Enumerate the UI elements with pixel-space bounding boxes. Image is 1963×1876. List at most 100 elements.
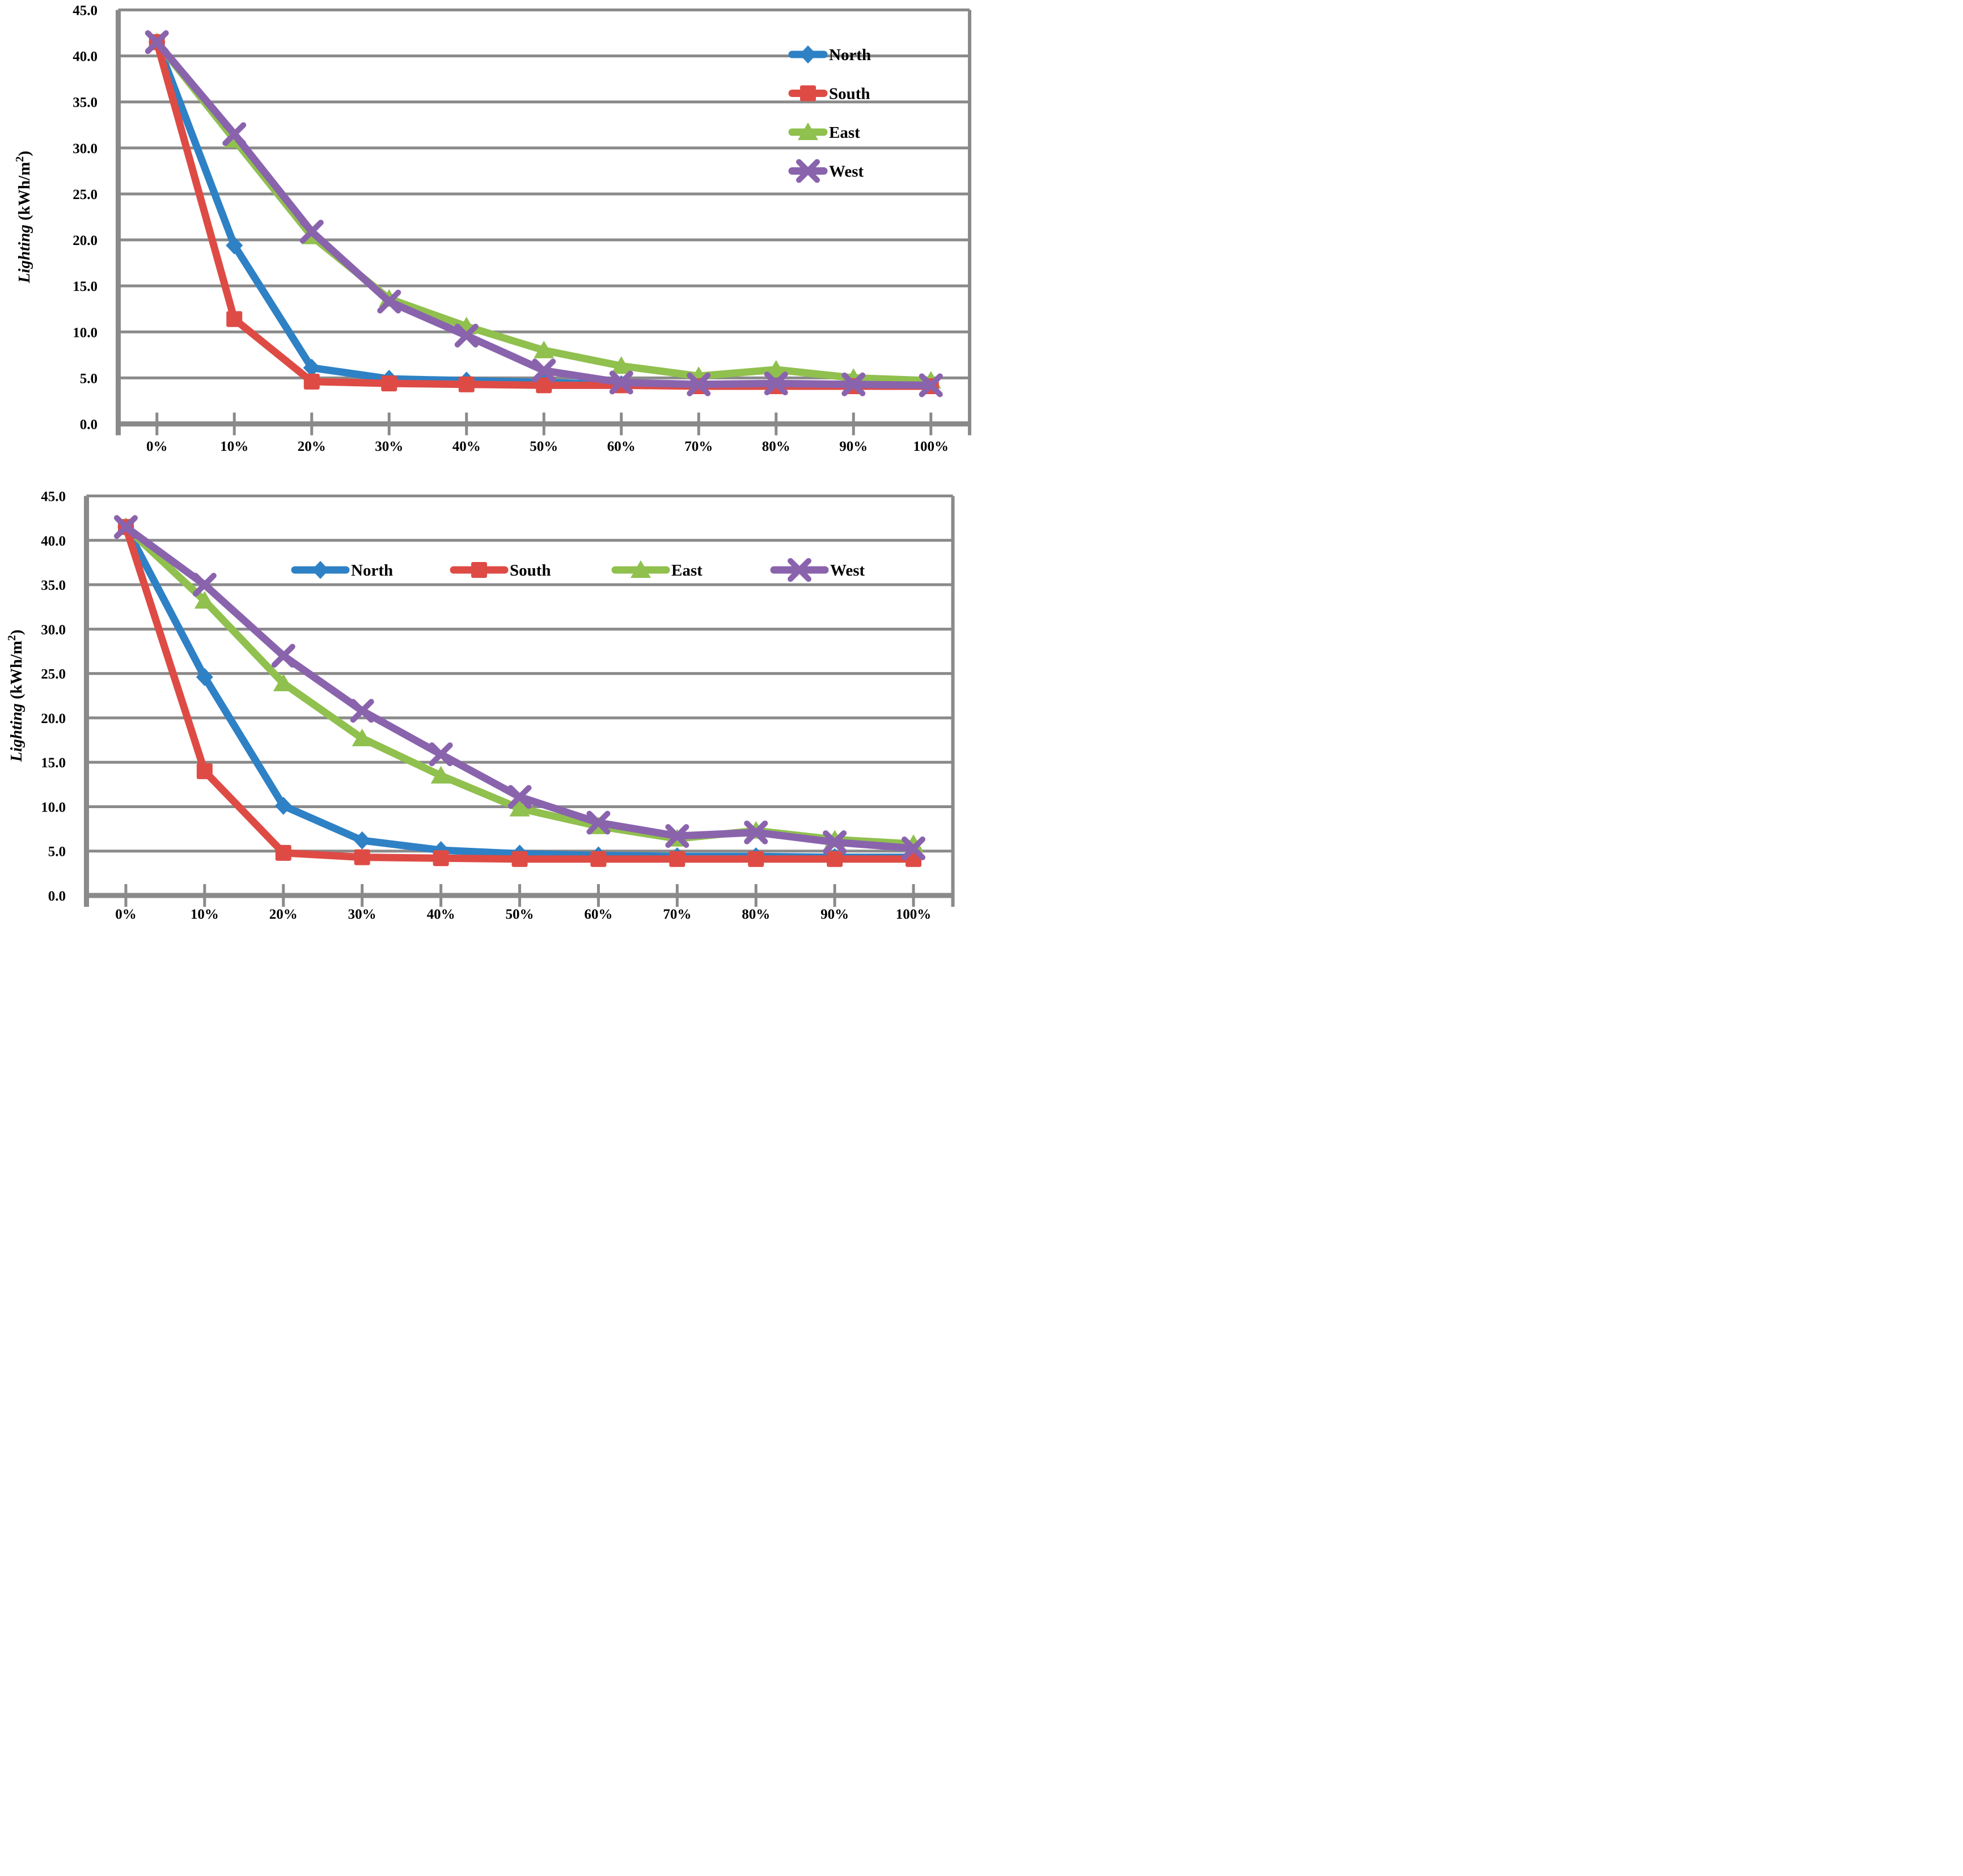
x-marker (788, 558, 811, 582)
triangle-marker (798, 122, 818, 140)
x-marker (532, 358, 556, 383)
y-tick-label: 45.0 (41, 489, 66, 505)
x-marker (507, 785, 532, 809)
legend-label-south: South (829, 85, 870, 103)
y-tick-label: 25.0 (73, 187, 98, 202)
x-marker (665, 824, 689, 848)
triangle-marker (430, 766, 451, 784)
x-ticks (124, 884, 915, 907)
y-tick-label: 45.0 (73, 3, 98, 19)
x-marker (919, 373, 943, 398)
x-tick-label: 70% (663, 907, 691, 922)
diamond-marker (799, 45, 816, 64)
x-marker (271, 644, 295, 668)
y-tick-label: 30.0 (41, 622, 66, 637)
triangle-marker (352, 728, 373, 746)
square-marker (511, 851, 528, 867)
x-tick-label: 0% (146, 439, 168, 454)
x-tick-label: 20% (298, 439, 326, 454)
legend-item-south: South (788, 85, 870, 103)
legend-item-west: West (788, 159, 864, 183)
diamond-marker (353, 831, 371, 850)
x-marker (429, 742, 453, 767)
x-tick-label: 50% (530, 439, 558, 454)
legend-label-south: South (510, 561, 551, 580)
x-tick-label: 40% (452, 439, 481, 454)
triangle-marker (631, 560, 651, 578)
x-tick-label: 10% (220, 439, 248, 454)
triangle-marker (273, 673, 294, 691)
x-marker (796, 159, 820, 183)
y-tick-label: 15.0 (73, 279, 98, 294)
x-tick-label: 60% (584, 907, 612, 922)
x-ticks (155, 412, 933, 436)
x-marker (145, 30, 169, 54)
square-marker (458, 376, 475, 392)
square-marker (275, 844, 291, 861)
square-marker (536, 377, 552, 394)
legend-label-west: West (830, 561, 865, 580)
square-marker (669, 851, 686, 867)
legend-label-west: West (829, 163, 864, 181)
square-marker (226, 311, 243, 327)
gridlines (118, 9, 970, 379)
diamond-marker (226, 236, 243, 255)
diamond-marker (274, 796, 292, 815)
series-west (145, 30, 943, 398)
x-tick-label: 60% (607, 439, 636, 454)
x-tick-label: 90% (820, 907, 849, 922)
x-marker (299, 219, 324, 244)
x-marker (744, 820, 768, 844)
top-chart-canvas: 0.0 5.0 10.0 15.0 20.0 25.0 30.0 35.0 40.0 45.0 0%… (14, 3, 971, 454)
y-tick-label: 10.0 (41, 800, 66, 815)
x-marker (764, 371, 788, 396)
legend: North South East West (788, 45, 871, 183)
y-tick-label: 25.0 (41, 667, 66, 682)
diamond-marker (196, 667, 213, 686)
x-marker (377, 289, 401, 314)
bottom-line-chart: 0.0 5.0 10.0 15.0 20.0 25.0 30.0 35.0 40.0 45.0 0%… (0, 465, 982, 938)
legend-label-east: East (829, 124, 860, 142)
figure-page: { "page": { "background": "#ffffff" }, "… (0, 0, 982, 938)
square-marker (303, 373, 320, 390)
x-tick-label: 100% (913, 439, 949, 454)
x-tick-label: 30% (348, 907, 376, 922)
x-tick-label: 50% (506, 907, 534, 922)
x-tick-label: 90% (839, 439, 868, 454)
x-marker (586, 810, 611, 835)
square-marker (381, 375, 397, 392)
legend-item-east: East (788, 122, 860, 142)
x-tick-label: 100% (896, 907, 932, 922)
x-tick-label: 30% (375, 439, 403, 454)
triangle-marker (534, 340, 555, 358)
triangle-marker (509, 798, 530, 817)
y-tick-labels: 0.0 5.0 10.0 15.0 20.0 25.0 30.0 35.0 40.0 45.0 (73, 3, 98, 433)
x-marker (687, 372, 711, 396)
x-tick-label: 40% (427, 907, 455, 922)
y-tick-label: 20.0 (73, 233, 98, 248)
legend-item-south: South (450, 561, 551, 580)
y-tick-label: 15.0 (41, 755, 66, 771)
y-tick-label: 20.0 (41, 711, 66, 726)
x-marker (823, 830, 847, 855)
legend-label-north: North (829, 46, 871, 64)
y-tick-label: 30.0 (73, 141, 98, 157)
x-marker (113, 515, 138, 539)
y-tick-label: 5.0 (48, 844, 66, 860)
triangle-marker (194, 591, 215, 609)
y-axis-title: Lighting (kWh/m2) (6, 629, 26, 762)
legend-label-north: North (351, 561, 393, 580)
x-marker (841, 372, 866, 396)
square-marker (827, 851, 843, 867)
triangle-marker (765, 360, 786, 378)
legend-item-east: East (611, 560, 703, 580)
legend: North South East West (291, 558, 865, 582)
x-tick-label: 80% (742, 907, 770, 922)
y-tick-labels: 0.0 5.0 10.0 15.0 20.0 25.0 30.0 35.0 40.0 45.0 (41, 489, 66, 905)
legend-item-north: North (788, 45, 871, 64)
y-tick-label: 35.0 (73, 95, 98, 111)
square-marker (471, 562, 487, 578)
y-tick-label: 10.0 (73, 325, 98, 340)
series-west (113, 515, 926, 861)
x-tick-label: 70% (684, 439, 713, 454)
